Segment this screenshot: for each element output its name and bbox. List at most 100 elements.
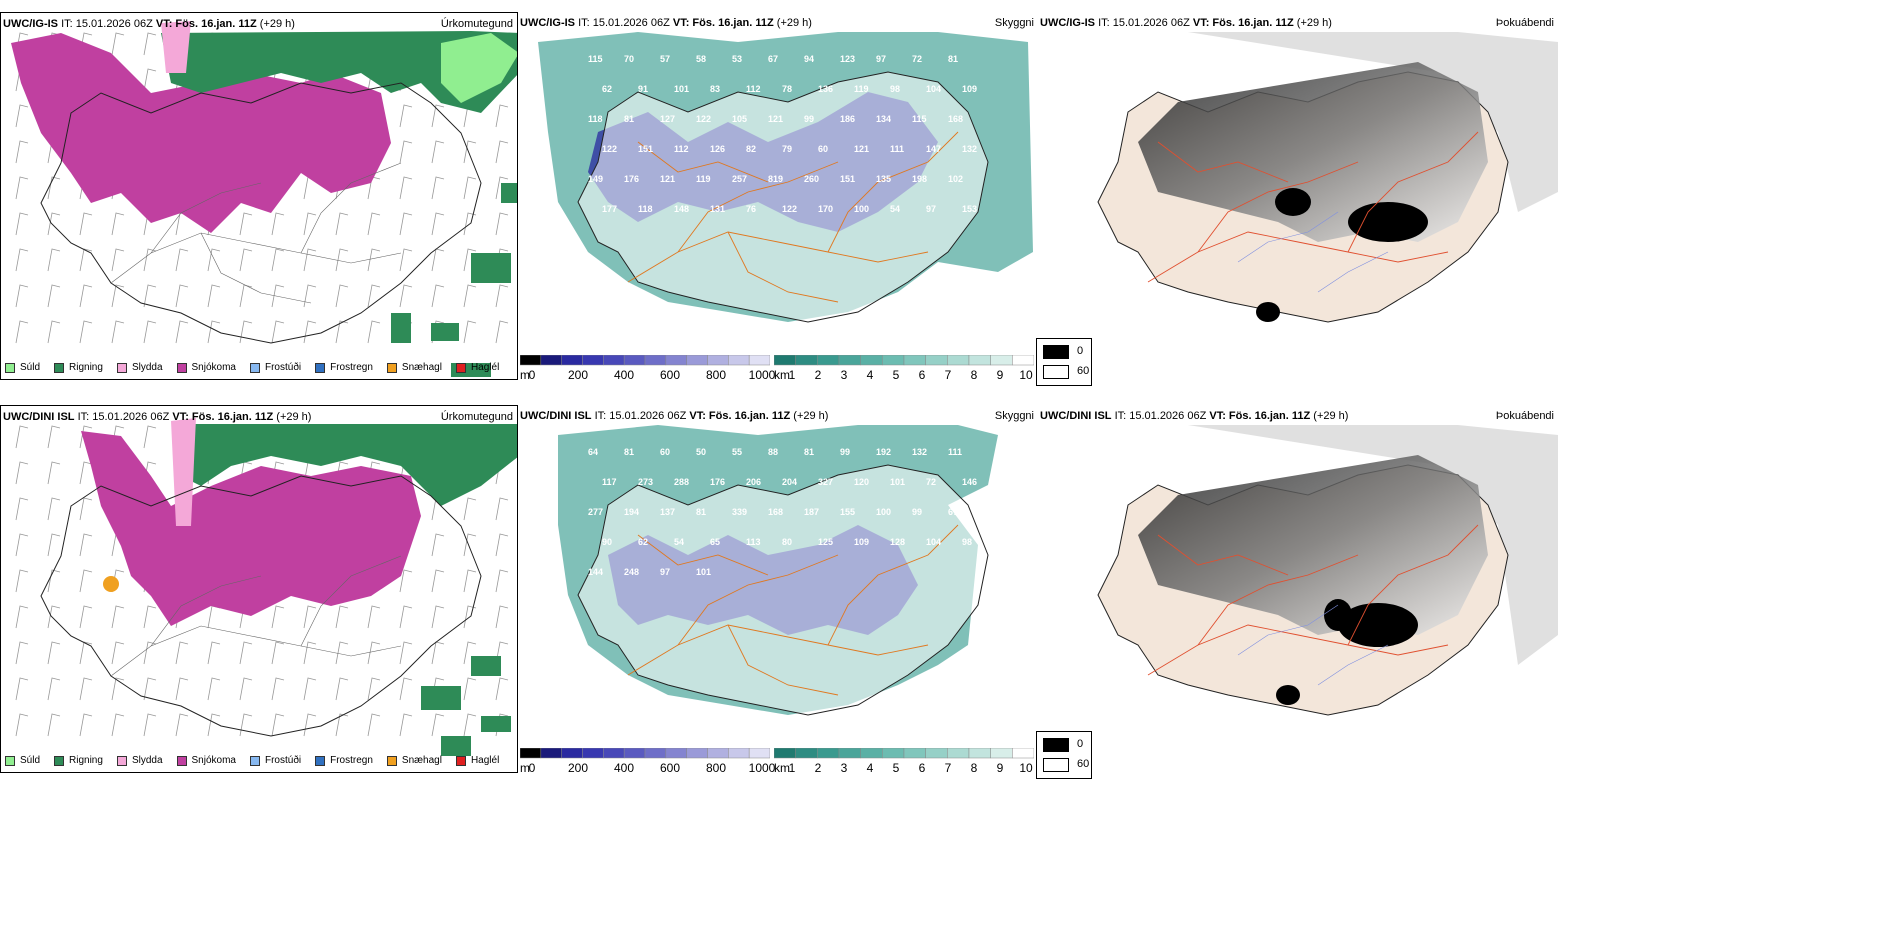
colorbar-tick: 2 <box>814 368 822 382</box>
visibility-value-label: 339 <box>732 507 747 517</box>
vis-map-panel-row2: 64 81 60 50 55 88 81 99 192 132 111 117 273 288 176 206… <box>518 405 1038 773</box>
legend-label: Rigning <box>69 755 103 766</box>
rain-patches <box>421 656 511 756</box>
init-time: IT: 15.01.2026 06Z <box>77 411 170 423</box>
valid-time: VT: Fös. 16.jan. 11Z <box>672 17 774 29</box>
legend-item: Rigning <box>54 362 103 373</box>
legend-item: Snæhagl <box>386 362 442 373</box>
wind-barb <box>207 641 221 665</box>
visibility-value-label: 97 <box>876 54 886 64</box>
colorbar-tick: 7 <box>944 368 952 382</box>
visibility-value-label: 151 <box>638 144 653 154</box>
wind-barb <box>303 284 317 308</box>
wind-barb <box>239 641 253 665</box>
wind-barb <box>271 605 285 629</box>
wind-barb <box>335 284 349 308</box>
wind-barb <box>111 212 125 236</box>
visibility-value-label: 118 <box>638 204 653 214</box>
fog-legend-black <box>1043 738 1069 752</box>
colorbar-cell <box>773 747 796 759</box>
wind-barb <box>143 284 157 308</box>
visibility-value-label: 122 <box>782 204 797 214</box>
wind-barb <box>495 212 509 236</box>
wind-barb <box>463 248 477 272</box>
visibility-value-label: 55 <box>732 447 742 457</box>
visibility-value-label: 186 <box>840 114 855 124</box>
legend-label: Haglél <box>470 362 500 373</box>
visibility-value-label: 117 <box>602 477 617 487</box>
colorbar-tick: 4 <box>866 761 874 775</box>
colorbar-cell <box>882 354 905 366</box>
visibility-value-label: 168 <box>768 507 783 517</box>
roads <box>627 131 959 303</box>
panel-title: Skyggni <box>994 17 1034 29</box>
wind-barb <box>367 677 381 701</box>
wind-barb <box>271 212 285 236</box>
visibility-value-label: 99 <box>840 447 850 457</box>
legend-item: Frostúði <box>249 755 301 766</box>
wind-barb <box>239 320 253 344</box>
wind-barb <box>15 320 29 344</box>
wind-barb <box>15 677 29 701</box>
wind-barb <box>79 533 93 557</box>
wind-barb <box>175 713 189 737</box>
visibility-value-label: 82 <box>746 144 756 154</box>
colorbar-tick: 0 <box>528 761 536 775</box>
legend-label: Súld <box>20 362 41 373</box>
wind-barb <box>399 140 413 164</box>
legend-item: Snjókoma <box>176 755 236 766</box>
lead-time: (+29 h) <box>259 18 295 30</box>
wind-barb <box>47 425 61 449</box>
legend-swatch <box>5 362 15 373</box>
wind-barb <box>463 533 477 557</box>
wind-barb <box>15 641 29 665</box>
legend-label: Súld <box>20 755 41 766</box>
wind-barb <box>463 677 477 701</box>
colorbar-cell <box>644 747 667 759</box>
wind-barb <box>335 320 349 344</box>
visibility-value-label: 112 <box>746 84 761 94</box>
wind-barb <box>463 713 477 737</box>
panel-title: Úrkomutegund <box>440 411 513 423</box>
colorbar-tick: 0 <box>528 368 536 382</box>
wind-barb <box>239 713 253 737</box>
visibility-value-label: 277 <box>588 507 603 517</box>
wind-barb <box>79 425 93 449</box>
wind-barb <box>463 497 477 521</box>
colorbar-cell <box>707 354 729 366</box>
wind-barb <box>47 605 61 629</box>
colorbar-tick: 7 <box>944 761 952 775</box>
visibility-value-label: 125 <box>818 537 833 547</box>
legend-label: Rigning <box>69 362 103 373</box>
wind-barb <box>207 605 221 629</box>
wind-barb <box>143 677 157 701</box>
visibility-value-label: 67 <box>948 507 958 517</box>
colorbar-cell <box>561 747 583 759</box>
colorbar-tick: 8 <box>970 761 978 775</box>
wind-barb <box>15 713 29 737</box>
snow-area <box>11 33 391 233</box>
legend-item: Slydda <box>116 362 163 373</box>
panel-title: Þokuábendi <box>1495 410 1554 422</box>
colorbar-cell <box>686 747 708 759</box>
colorbar-cell <box>603 354 625 366</box>
wind-barb <box>495 497 509 521</box>
wind-barb <box>239 677 253 701</box>
wind-barb <box>239 248 253 272</box>
wind-barb <box>335 677 349 701</box>
fog-legend-white <box>1043 365 1069 379</box>
wind-barb <box>15 104 29 128</box>
wind-barb <box>175 284 189 308</box>
wind-barb <box>111 248 125 272</box>
visibility-unit: km <box>774 368 790 382</box>
colorbar-cell <box>665 747 687 759</box>
visibility-value-label: 126 <box>710 144 725 154</box>
visibility-value-label: 60 <box>818 144 828 154</box>
fog-legend-black <box>1043 345 1069 359</box>
wind-barb <box>495 605 509 629</box>
wind-barb <box>47 569 61 593</box>
precip-map-panel-row1: UWC/IG-IS IT: 15.01.2026 06Z VT: Fös. 16… <box>0 12 518 380</box>
legend-swatch <box>386 755 397 766</box>
init-time: IT: 15.01.2026 06Z <box>1114 410 1207 422</box>
wind-barb <box>399 248 413 272</box>
